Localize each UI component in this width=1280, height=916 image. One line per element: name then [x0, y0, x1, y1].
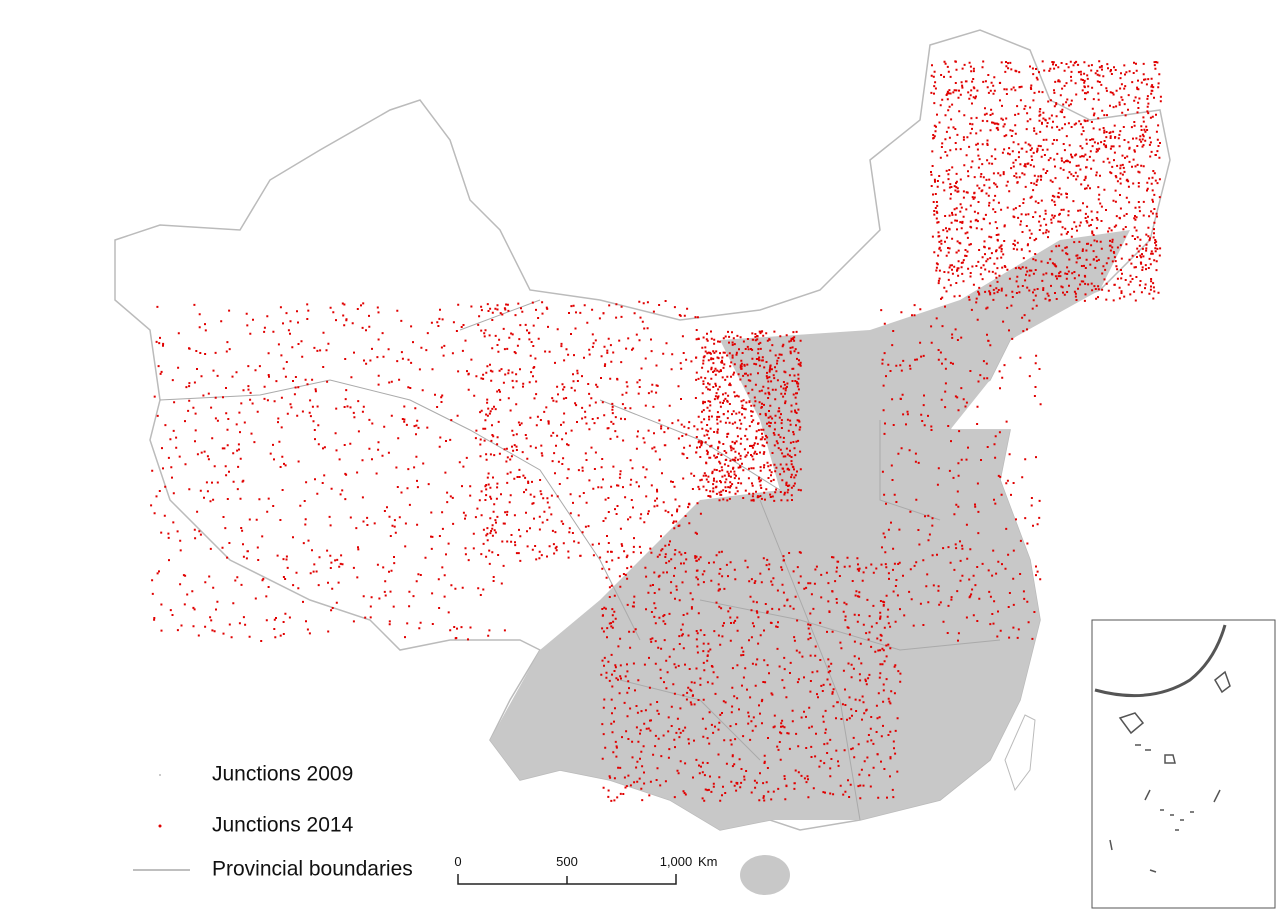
- legend-swatch-2009: [159, 774, 161, 776]
- inset-frame: [1091, 619, 1276, 909]
- inset-islands: [1109, 670, 1231, 873]
- scale-bar: [457, 874, 677, 885]
- legend-swatch-2014: [158, 824, 162, 828]
- scale-label: 1,000: [660, 854, 693, 869]
- taiwan: [1004, 714, 1036, 792]
- legend-label: Junctions 2009: [212, 763, 353, 786]
- scale-unit: Km: [698, 854, 718, 869]
- legend-label: Junctions 2014: [212, 814, 354, 837]
- legend-label: Provincial boundaries: [212, 858, 413, 881]
- dense-junction-area: [490, 230, 1130, 830]
- inset-coast: [1094, 624, 1227, 698]
- junction-dots: [150, 60, 1162, 802]
- scale-label: 0: [454, 854, 461, 869]
- hainan: [740, 855, 790, 895]
- scale-label: 500: [556, 854, 578, 869]
